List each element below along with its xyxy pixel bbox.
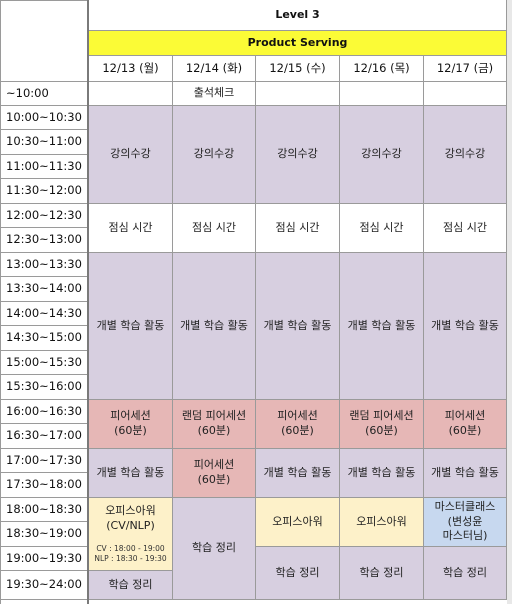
self-study-cell: 개별 학습 활동 (340, 449, 424, 498)
peer-session-cell: 피어세션 (60분) (89, 400, 173, 449)
lecture-cell: 강의수강 (256, 106, 340, 204)
time-slot: 15:30~16:00 (0, 375, 89, 400)
office-hour-cell: 오피스아워 (340, 498, 424, 547)
time-slot: 14:00~14:30 (0, 302, 89, 326)
lecture-cell: 강의수강 (89, 106, 173, 204)
peer-session-cell-line: (60분) (114, 424, 147, 437)
time-slot: 12:00~12:30 (0, 204, 89, 228)
review-cell: 학습 정리 (89, 571, 173, 600)
peer-session-cell-line: 피어세션 (110, 409, 151, 423)
self-study-cell: 개별 학습 활동 (173, 253, 256, 400)
time-slot: 11:30~12:00 (0, 179, 89, 204)
peer-session-cell: 피어세션 (60분) (173, 449, 256, 498)
time-slot: ~10:00 (0, 82, 89, 106)
office-hour-cell: 오피스아워 (CV/NLP) CV : 18:00 - 19:00 NLP : 18:… (89, 498, 173, 571)
review-cell: 학습 정리 (340, 547, 424, 600)
peer-session-cell-line: 피어세션 (277, 409, 318, 423)
random-peer-session-cell: 랜덤 피어세션 (60분) (173, 400, 256, 449)
lunch-cell: 점심 시간 (89, 204, 173, 253)
day-header: 12/16 (목) (340, 56, 424, 82)
empty-cell (256, 82, 340, 106)
review-cell: 학습 정리 (256, 547, 340, 600)
time-slot: 14:30~15:00 (0, 326, 89, 351)
day-header: 12/15 (수) (256, 56, 340, 82)
master-class-cell-line: 마스터클래스 (434, 499, 496, 513)
day-header: 12/13 (월) (89, 56, 173, 82)
time-slot: 19:30~24:00 (0, 571, 89, 600)
review-cell: 학습 정리 (173, 498, 256, 600)
track-title: Product Serving (89, 31, 507, 56)
time-slot: 16:00~16:30 (0, 400, 89, 424)
attendance-cell: 출석체크 (173, 82, 256, 106)
self-study-cell: 개별 학습 활동 (424, 449, 507, 498)
lecture-cell: 강의수강 (340, 106, 424, 204)
lunch-cell: 점심 시간 (340, 204, 424, 253)
random-peer-session-cell-line: 랜덤 피어세션 (181, 409, 247, 423)
empty-cell (89, 82, 173, 106)
random-peer-session-cell-line: (60분) (197, 424, 231, 437)
peer-session-cell: 피어세션 (60분) (424, 400, 507, 449)
random-peer-session-cell-line: (60분) (365, 424, 398, 437)
time-slot: 10:30~11:00 (0, 130, 89, 155)
self-study-cell: 개별 학습 활동 (89, 253, 173, 400)
lunch-cell: 점심 시간 (256, 204, 340, 253)
peer-session-cell-line: (60분) (448, 424, 482, 437)
lecture-cell: 강의수강 (173, 106, 256, 204)
self-study-cell: 개별 학습 활동 (89, 449, 173, 498)
peer-session-cell-line: 피어세션 (193, 458, 235, 472)
empty-cell (340, 82, 424, 106)
time-slot: 10:00~10:30 (0, 106, 89, 130)
master-class-cell-line: 마스터님) (442, 529, 488, 543)
time-column-divider (87, 0, 89, 604)
self-study-cell: 개별 학습 활동 (340, 253, 424, 400)
time-slot: 15:00~15:30 (0, 351, 89, 375)
corner-cell (0, 0, 89, 82)
time-slot: 13:30~14:00 (0, 277, 89, 302)
random-peer-session-cell: 랜덤 피어세션 (60분) (340, 400, 424, 449)
time-slot: 16:30~17:00 (0, 424, 89, 449)
peer-session-cell-line: (60분) (197, 473, 231, 486)
office-hour-cell: 오피스아워 (256, 498, 340, 547)
time-slot: 19:00~19:30 (0, 547, 89, 571)
time-slot: 18:30~19:00 (0, 522, 89, 547)
level-title: Level 3 (89, 0, 507, 31)
table-right-edge (507, 0, 512, 604)
office-hour-cell-line: CV : 18:00 - 19:00 (96, 544, 165, 554)
time-slot: 13:00~13:30 (0, 253, 89, 277)
lunch-cell: 점심 시간 (173, 204, 256, 253)
peer-session-cell-line: 피어세션 (444, 409, 486, 423)
time-slot: 17:30~18:00 (0, 473, 89, 498)
self-study-cell: 개별 학습 활동 (256, 449, 340, 498)
self-study-cell: 개별 학습 활동 (424, 253, 507, 400)
random-peer-session-cell-line: 랜덤 피어세션 (349, 409, 414, 423)
day-header: 12/17 (금) (424, 56, 507, 82)
office-hour-cell-line: NLP : 18:30 - 19:30 (94, 553, 167, 563)
time-slot: 17:00~17:30 (0, 449, 89, 473)
lecture-cell: 강의수강 (424, 106, 507, 204)
time-slot: 18:00~18:30 (0, 498, 89, 522)
table-border (0, 82, 1, 604)
time-slot: 11:00~11:30 (0, 155, 89, 179)
day-header: 12/14 (화) (173, 56, 256, 82)
review-cell: 학습 정리 (424, 547, 507, 600)
peer-session-cell-line: (60분) (281, 424, 314, 437)
self-study-cell: 개별 학습 활동 (256, 253, 340, 400)
time-slot: 12:30~13:00 (0, 228, 89, 253)
master-class-cell: 마스터클래스 (변성윤 마스터님) (424, 498, 507, 547)
empty-cell (424, 82, 507, 106)
office-hour-cell-line: (CV/NLP) (106, 519, 155, 533)
lunch-cell: 점심 시간 (424, 204, 507, 253)
office-hour-cell-line: 오피스아워 (105, 504, 156, 518)
master-class-cell-line: (변성윤 (447, 514, 483, 528)
peer-session-cell: 피어세션 (60분) (256, 400, 340, 449)
